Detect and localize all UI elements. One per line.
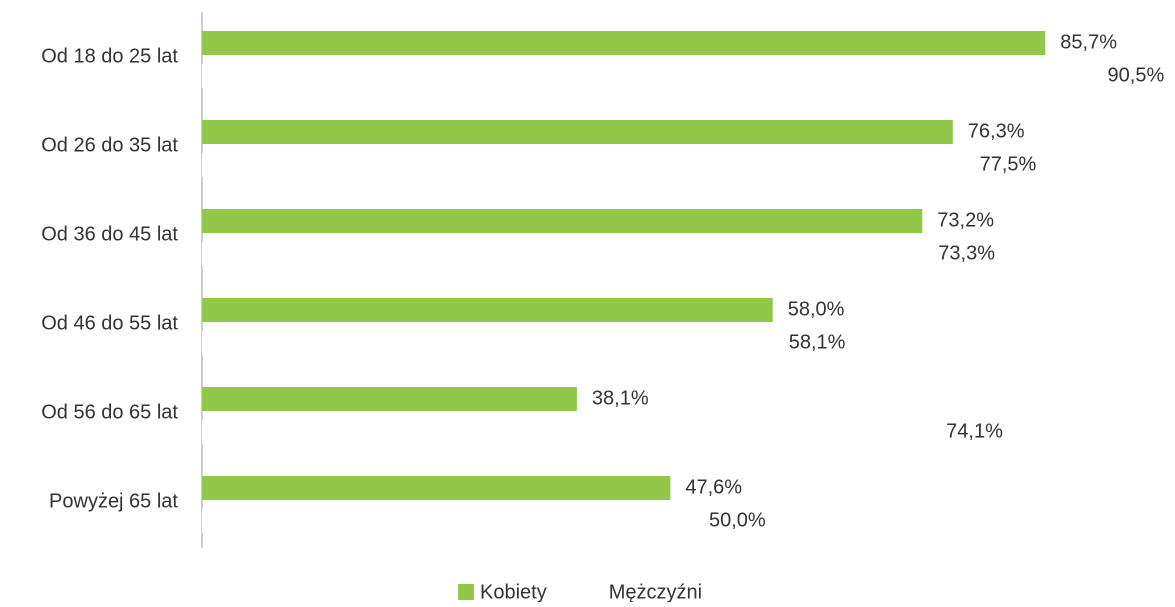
bar bbox=[202, 387, 577, 411]
data-label: 85,7% bbox=[1060, 31, 1117, 53]
legend-swatch bbox=[458, 584, 474, 600]
legend-label: Mężczyźni bbox=[609, 581, 702, 602]
y-tick-label: Od 56 do 65 lat bbox=[41, 401, 178, 423]
y-tick-label: Od 46 do 55 lat bbox=[41, 312, 178, 334]
bar bbox=[202, 420, 932, 444]
data-label: 50,0% bbox=[709, 509, 766, 531]
bar bbox=[202, 298, 773, 322]
data-label: 47,6% bbox=[685, 476, 742, 498]
legend-label: Kobiety bbox=[480, 581, 547, 602]
data-label: 76,3% bbox=[968, 120, 1025, 142]
bar bbox=[202, 331, 774, 355]
bar bbox=[202, 120, 953, 144]
data-label: 73,2% bbox=[937, 209, 994, 231]
data-label: 38,1% bbox=[592, 387, 649, 409]
data-label: 77,5% bbox=[980, 153, 1037, 175]
y-tick-label: Powyżej 65 lat bbox=[49, 490, 178, 512]
data-label: 58,1% bbox=[789, 331, 846, 353]
data-label: 73,3% bbox=[938, 242, 995, 264]
bar bbox=[202, 153, 965, 177]
bar bbox=[202, 209, 923, 233]
y-tick-label: Od 18 do 25 lat bbox=[41, 45, 178, 67]
data-label: 90,5% bbox=[1108, 64, 1165, 86]
data-label: 58,0% bbox=[788, 298, 845, 320]
data-label: 74,1% bbox=[946, 420, 1003, 442]
bar bbox=[202, 509, 694, 533]
y-tick-label: Od 36 do 45 lat bbox=[41, 223, 178, 245]
y-tick-label: Od 26 do 35 lat bbox=[41, 134, 178, 156]
bar bbox=[202, 242, 924, 266]
legend-swatch bbox=[586, 584, 603, 600]
bar bbox=[202, 31, 1046, 55]
bar bbox=[202, 64, 1093, 88]
bar bbox=[202, 476, 671, 500]
